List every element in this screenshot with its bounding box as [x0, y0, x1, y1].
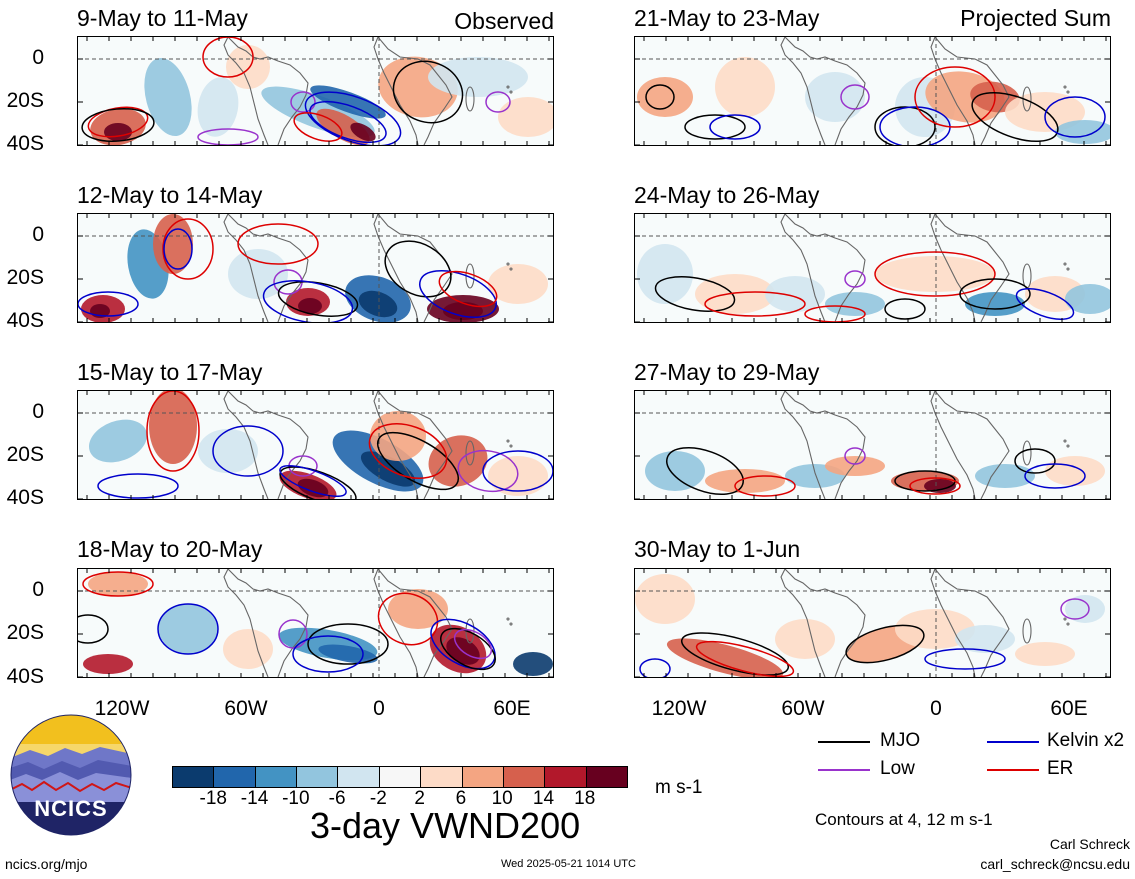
colorbar [172, 766, 628, 788]
x-tick-label: 60E [493, 697, 531, 720]
x-tick-label: 120W [94, 697, 150, 720]
legend-line-er [987, 769, 1039, 771]
y-tick-label: 0 [32, 400, 44, 423]
y-tick-label: 40S [6, 665, 44, 688]
legend-label-low: Low [880, 758, 915, 779]
panel-title: 12-May to 14-May [77, 182, 263, 208]
colorbar-labels: -18 -14 -10 -6 -2 2 6 10 14 18 [172, 788, 626, 810]
colorbar-swatch [173, 767, 214, 787]
map-panel-observed-2 [77, 213, 554, 323]
map-panel-observed-3 [77, 390, 554, 500]
map-panel-projected-4 [634, 568, 1111, 678]
colorbar-label: -18 [199, 788, 227, 809]
y-tick-label: 20S [6, 443, 44, 466]
panel-title: 27-May to 29-May [634, 359, 820, 385]
panel-title: 18-May to 20-May [77, 536, 263, 562]
panel-title: 24-May to 26-May [634, 182, 820, 208]
y-tick-label: 20S [6, 89, 44, 112]
colorbar-swatch [296, 767, 338, 787]
legend-label-er: ER [1047, 758, 1074, 779]
panel-label: Projected Sum [960, 5, 1111, 31]
legend-label-kelvin: Kelvin x2 [1047, 730, 1125, 751]
main-title: 3-day VWND200 [310, 805, 581, 846]
panel-title: 21-May to 23-May [634, 5, 820, 31]
x-tick-label: 60W [781, 697, 825, 720]
colorbar-swatch [378, 767, 421, 787]
colorbar-swatch [420, 767, 462, 787]
colorbar-label: 6 [455, 788, 467, 809]
x-tick-label: 60W [224, 697, 268, 720]
colorbar-swatch [461, 767, 503, 787]
y-tick-label: 0 [32, 578, 44, 601]
y-tick-label: 40S [6, 309, 44, 332]
x-tick-label: 0 [930, 697, 942, 720]
panel-title: 9-May to 11-May [77, 5, 248, 31]
map-panel-projected-1 [634, 36, 1111, 146]
panel-label: Observed [454, 8, 554, 34]
colorbar-label: -6 [328, 788, 346, 809]
y-tick-label: 0 [32, 223, 44, 246]
x-tick-label: 0 [373, 697, 385, 720]
legend-line-low [818, 769, 870, 771]
colorbar-unit: m s-1 [655, 777, 703, 798]
colorbar-swatch [544, 767, 586, 787]
map-panel-observed-4 [77, 568, 554, 678]
colorbar-label: 14 [532, 788, 555, 809]
colorbar-label: 2 [414, 788, 425, 809]
colorbar-label: -2 [369, 788, 387, 809]
map-panel-projected-2 [634, 213, 1111, 323]
logo-text: NCICS [34, 796, 108, 821]
contours-note: Contours at 4, 12 m s-1 [815, 810, 993, 829]
colorbar-swatch [213, 767, 255, 787]
colorbar-label: 10 [491, 788, 513, 809]
y-tick-label: 40S [6, 132, 44, 155]
colorbar-label: -10 [282, 788, 310, 809]
ncics-logo: NCICS [10, 714, 132, 836]
y-tick-label: 20S [6, 621, 44, 644]
y-tick-label: 0 [32, 46, 44, 69]
colorbar-swatch [337, 767, 379, 787]
map-panel-observed-1 [77, 36, 554, 146]
legend-line-kelvin [987, 741, 1039, 743]
x-tick-label: 60E [1050, 697, 1088, 720]
x-tick-label: 120W [651, 697, 707, 720]
y-tick-label: 40S [6, 486, 44, 509]
map-panel-projected-3 [634, 390, 1111, 500]
colorbar-label: -14 [240, 788, 269, 809]
y-tick-label: 20S [6, 266, 44, 289]
panel-title: 15-May to 17-May [77, 359, 263, 385]
footer-timestamp: Wed 2025-05-21 1014 UTC [501, 858, 636, 870]
legend-line-mjo [818, 741, 870, 743]
legend-label-mjo: MJO [880, 730, 921, 751]
footer-email: carl_schreck@ncsu.edu [980, 856, 1130, 872]
colorbar-label: 18 [574, 788, 596, 809]
colorbar-swatch [585, 767, 627, 787]
colorbar-swatch [254, 767, 297, 787]
footer-author: Carl Schreck [1049, 836, 1130, 852]
panel-title: 30-May to 1-Jun [634, 536, 801, 562]
footer-url: ncics.org/mjo [5, 856, 88, 872]
colorbar-swatch [502, 767, 545, 787]
